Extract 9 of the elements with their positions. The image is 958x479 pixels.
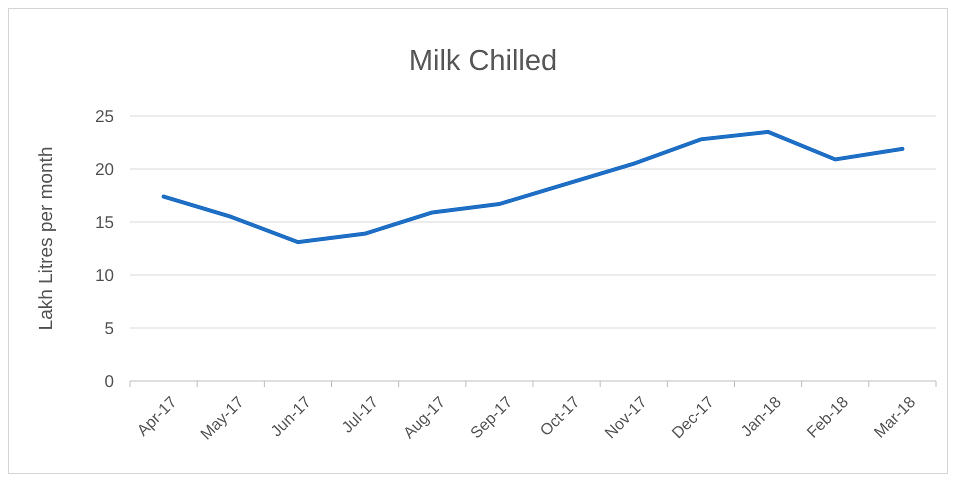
chart-title: Milk Chilled xyxy=(408,45,558,77)
y-axis-title: Lakh Litres per month xyxy=(36,146,57,330)
y-tick-label: 0 xyxy=(104,372,114,391)
y-tick-label: 25 xyxy=(95,106,114,126)
y-tick-label: 5 xyxy=(104,318,114,338)
y-tick-label: 10 xyxy=(95,266,114,285)
y-tick-label: 15 xyxy=(95,212,114,232)
line-series xyxy=(162,130,904,244)
y-tick-label: 20 xyxy=(95,160,114,179)
